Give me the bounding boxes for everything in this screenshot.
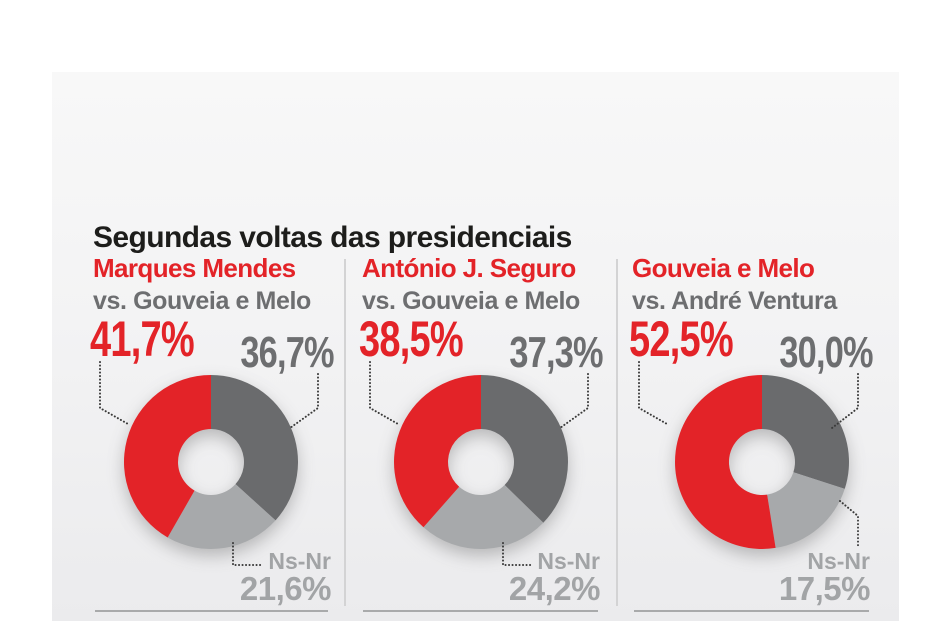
candidate-percentage: 41,7% xyxy=(90,311,195,367)
nsnr-label: Ns-Nr xyxy=(537,548,600,574)
leader-line-candidate xyxy=(99,361,129,425)
nsnr-label: Ns-Nr xyxy=(807,548,870,574)
candidate-name: António J. Seguro xyxy=(362,253,576,283)
donut-slice xyxy=(211,375,298,521)
duel-panel-antonio-seguro: António J. Seguro vs. Gouveia e Melo 38,… xyxy=(359,253,615,621)
donut-chart xyxy=(369,361,589,566)
donut-slice xyxy=(423,485,544,549)
duel-panel-gouveia-melo: Gouveia e Melo vs. André Ventura 52,5% 3… xyxy=(629,253,885,621)
donut-slice xyxy=(167,484,276,550)
opponent-percentage: 37,3% xyxy=(509,328,604,377)
opponent-name: vs. Gouveia e Melo xyxy=(362,287,580,315)
donut-chart xyxy=(638,361,859,549)
section-title: Segundas voltas das presidenciais xyxy=(93,221,572,255)
nsnr-label: Ns-Nr xyxy=(268,548,331,574)
leader-line-nsnr xyxy=(232,542,264,566)
donut-slice xyxy=(675,375,776,549)
nsnr-percentage: 17,5% xyxy=(778,570,871,607)
candidate-percentage: 38,5% xyxy=(359,311,464,367)
duel-panel-marques-mendes: Marques Mendes vs. Gouveia e Melo 41,7% … xyxy=(90,253,346,621)
opponent-name: vs. Gouveia e Melo xyxy=(93,287,311,315)
leader-line-opponent xyxy=(831,373,859,429)
donut-chart xyxy=(99,361,319,566)
nsnr-block: Ns-Nr 24,2% xyxy=(508,548,601,607)
nsnr-percentage: 24,2% xyxy=(508,570,601,607)
opponent-name: vs. André Ventura xyxy=(632,287,837,315)
donut-slice xyxy=(394,375,481,528)
column-divider xyxy=(344,259,346,606)
leader-line-candidate xyxy=(369,361,399,425)
leader-line-nsnr xyxy=(839,500,859,549)
opponent-percentage: 36,7% xyxy=(240,328,335,377)
donut-ring xyxy=(675,375,849,549)
candidate-name: Gouveia e Melo xyxy=(632,253,815,283)
donut-slice xyxy=(762,375,849,489)
next-section-rule xyxy=(95,610,328,612)
leader-line-nsnr xyxy=(502,542,534,566)
donut-ring xyxy=(394,375,569,549)
leader-line-opponent xyxy=(559,373,589,429)
donut-slice xyxy=(767,472,845,548)
next-section-rule xyxy=(634,610,869,612)
nsnr-block: Ns-Nr 21,6% xyxy=(239,548,332,607)
leader-line-opponent xyxy=(289,373,319,429)
leader-line-candidate xyxy=(638,361,668,425)
candidate-percentage: 52,5% xyxy=(629,311,734,367)
donut-slice xyxy=(123,375,211,538)
column-divider xyxy=(616,259,618,606)
opponent-percentage: 30,0% xyxy=(779,328,874,377)
donut-slice xyxy=(481,375,569,523)
nsnr-block: Ns-Nr 17,5% xyxy=(778,548,871,607)
next-section-rule xyxy=(363,610,598,612)
candidate-name: Marques Mendes xyxy=(93,253,296,283)
donut-ring xyxy=(123,375,298,550)
nsnr-percentage: 21,6% xyxy=(239,570,332,607)
